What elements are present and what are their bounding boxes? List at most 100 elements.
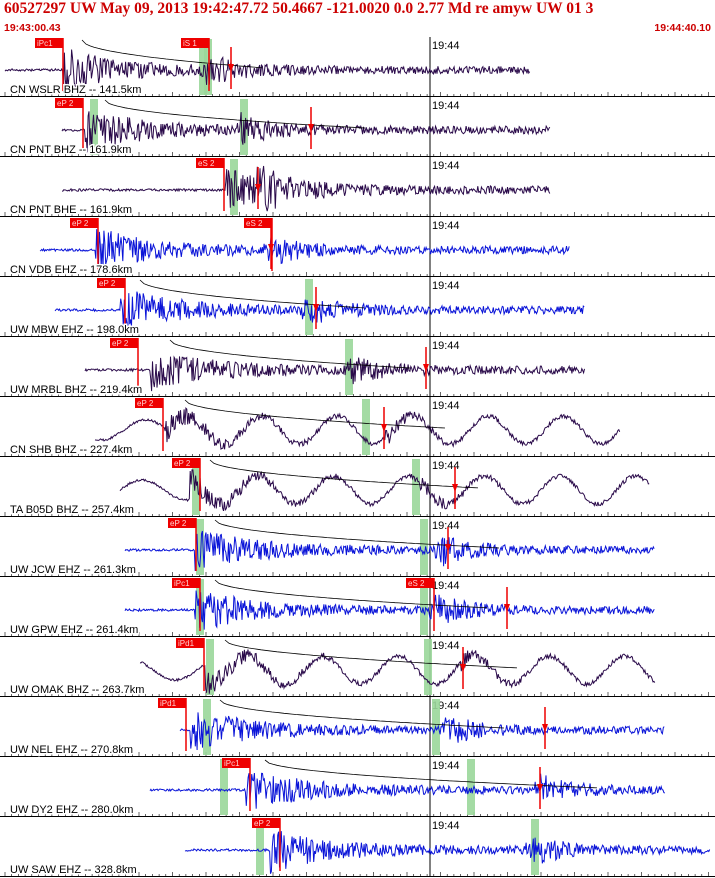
travel-time-curve <box>169 339 411 369</box>
pick-window <box>199 39 207 95</box>
station-label: CN SHB BHZ -- 227.4km <box>10 444 132 456</box>
pick-tag[interactable] <box>158 698 186 708</box>
pick-label[interactable]: eP 2 <box>170 519 187 528</box>
event-title: 60527297 UW May 09, 2013 19:42:47.72 50.… <box>4 0 594 17</box>
station-label: UW GPW EHZ -- 261.4km <box>10 624 138 636</box>
minute-label: 19:44 <box>432 220 460 232</box>
waveform <box>124 530 655 572</box>
pick-tag[interactable] <box>196 158 224 168</box>
pick-label[interactable]: iPc1 <box>224 759 240 768</box>
pick-window <box>362 399 370 455</box>
pick-tag[interactable] <box>168 518 196 528</box>
travel-time-curve <box>104 99 366 129</box>
pick-label[interactable]: iPc1 <box>174 579 190 588</box>
pick-label[interactable]: iS 1 <box>183 39 197 48</box>
pick-tag[interactable] <box>135 398 163 408</box>
event-header: 60527297 UW May 09, 2013 19:42:47.72 50.… <box>0 0 715 37</box>
waveform <box>124 590 655 630</box>
pick-label[interactable]: eP 2 <box>112 339 129 348</box>
pick-window <box>256 819 264 875</box>
pick-marker <box>313 304 319 312</box>
minute-label: 19:44 <box>432 580 460 592</box>
pick-label[interactable]: eP 2 <box>99 279 116 288</box>
pick-window <box>305 279 313 335</box>
station-label: UW MBW EHZ -- 198.0km <box>10 324 139 336</box>
station-label: CN PNT BHE -- 161.9km <box>10 204 132 216</box>
pick-tag[interactable] <box>110 338 138 348</box>
waveform <box>184 831 711 874</box>
station-label: UW NEL EHZ -- 270.8km <box>10 744 133 756</box>
pick-label[interactable]: eP 2 <box>254 819 271 828</box>
pick-label[interactable]: eS 2 <box>408 579 425 588</box>
waveform <box>139 649 656 694</box>
station-label: UW MRBL BHZ -- 219.4km <box>10 384 142 396</box>
pick-window <box>424 639 432 695</box>
minute-label: 19:44 <box>432 400 460 412</box>
waveform <box>61 111 551 153</box>
pick-tag[interactable] <box>244 218 272 228</box>
pick-window <box>412 459 420 515</box>
pick-marker <box>228 64 234 72</box>
minute-label: 19:44 <box>432 100 460 112</box>
seismogram-panel[interactable]: 19:44 iPc1 iS 1 CN WSLR BHZ -- 141.5km 19:44… <box>0 37 715 878</box>
pick-label[interactable]: eP 2 <box>57 99 74 108</box>
pick-label[interactable]: iPd1 <box>178 639 195 648</box>
station-label: UW DY2 EHZ -- 280.0km <box>10 804 133 816</box>
pick-tag[interactable] <box>222 758 250 768</box>
pick-tag[interactable] <box>35 38 63 48</box>
pick-tag[interactable] <box>172 578 200 588</box>
pick-tag[interactable] <box>406 578 434 588</box>
pick-window <box>192 459 200 515</box>
pick-window <box>206 639 214 695</box>
pick-window <box>420 519 428 575</box>
pick-label[interactable]: iPd1 <box>160 699 177 708</box>
pick-label[interactable]: eP 2 <box>72 219 89 228</box>
pick-window <box>420 579 428 635</box>
travel-time-curve <box>214 579 488 609</box>
start-time: 19:43:00.43 <box>4 22 61 34</box>
pick-marker <box>542 724 548 732</box>
station-label: CN WSLR BHZ -- 141.5km <box>10 84 141 96</box>
minute-label: 19:44 <box>432 640 460 652</box>
end-time: 19:44:40.10 <box>654 22 711 34</box>
pick-marker <box>504 604 510 612</box>
pick-tag[interactable] <box>70 218 98 228</box>
pick-marker <box>268 244 274 252</box>
pick-label[interactable]: eP 2 <box>137 399 154 408</box>
station-label: UW JCW EHZ -- 261.3km <box>10 564 136 576</box>
travel-time-curve <box>224 639 518 669</box>
station-label: UW OMAK BHZ -- 263.7km <box>10 684 144 696</box>
pick-label[interactable]: eS 2 <box>198 159 215 168</box>
station-label: TA B05D BHZ -- 257.4km <box>10 504 134 516</box>
travel-time-curve <box>209 459 479 489</box>
station-label: CN VDB EHZ -- 178.6km <box>10 264 132 276</box>
waveform <box>84 355 585 392</box>
minute-label: 19:44 <box>432 820 460 832</box>
pick-tag[interactable] <box>97 278 125 288</box>
waveform <box>119 469 650 512</box>
pick-marker <box>255 184 261 192</box>
waveform <box>179 712 665 751</box>
travel-time-curve <box>139 279 365 309</box>
pick-label[interactable]: eP 2 <box>174 459 191 468</box>
pick-tag[interactable] <box>181 38 209 48</box>
pick-marker <box>423 364 429 372</box>
minute-label: 19:44 <box>432 520 460 532</box>
travel-time-curve <box>219 699 505 729</box>
pick-marker <box>537 784 543 792</box>
minute-label: 19:44 <box>432 280 460 292</box>
minute-label: 19:44 <box>432 160 460 172</box>
pick-tag[interactable] <box>176 638 204 648</box>
pick-window <box>220 759 228 815</box>
pick-window <box>203 699 211 755</box>
minute-label: 19:44 <box>432 40 460 52</box>
pick-tag[interactable] <box>172 458 200 468</box>
pick-marker <box>308 124 314 132</box>
travel-time-curve <box>184 399 446 429</box>
pick-label[interactable]: iPc1 <box>37 39 53 48</box>
pick-tag[interactable] <box>252 818 280 828</box>
pick-label[interactable]: eS 2 <box>246 219 263 228</box>
pick-marker <box>452 484 458 492</box>
pick-marker <box>381 424 387 432</box>
pick-tag[interactable] <box>55 98 83 108</box>
